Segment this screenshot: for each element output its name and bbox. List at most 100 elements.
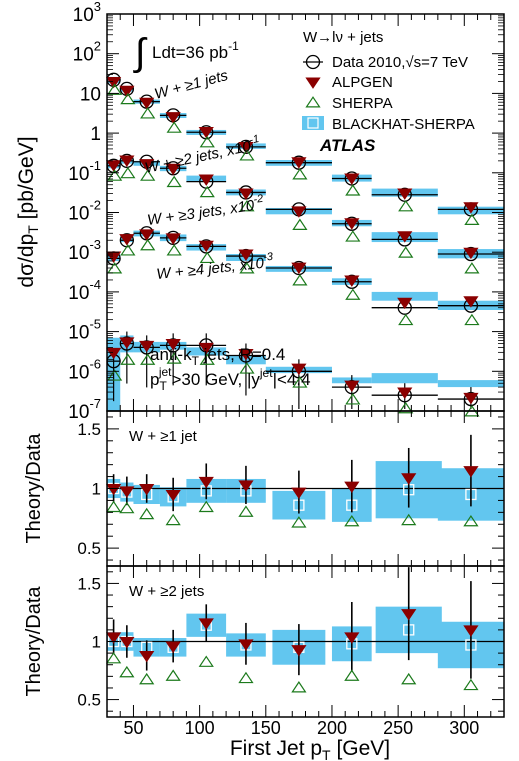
alpgen-marker [119,85,135,98]
alpgen-marker [463,392,479,405]
band-bar [371,291,438,301]
alpgen-marker [291,206,307,218]
sherpa-marker [165,513,181,526]
alpgen-marker [291,363,307,376]
y-axis-label-main: dσ/dpT [pb/GeV] [15,136,41,287]
y-tick-label: 1.5 [77,420,101,439]
y-tick-label: 103 [73,0,101,26]
sherpa-marker [119,665,135,678]
series-label-sup: -1 [248,133,260,147]
lumi-sup: -1 [228,39,239,53]
sherpa-marker [292,376,308,388]
alpgen-marker [139,484,155,496]
y-tick-base: 10 [73,45,94,66]
sherpa-marker [105,651,122,664]
alpgen-marker [238,349,254,361]
alpgen-marker [291,487,307,500]
alpgen-marker [139,650,155,663]
alpgen-marker [397,297,413,310]
alpgen-marker [344,632,360,644]
data-point [291,260,307,276]
sherpa-marker [140,353,156,365]
x-label-tail: [GeV] [331,737,391,760]
x-tick-label: 300 [449,718,479,738]
y-axis-r2: 0.5 1 1.5 Theory/Data W + ≥2 jets [23,571,504,712]
ji2-sup: jet [158,365,172,379]
alpgen-marker [397,188,413,200]
sherpa-marker [463,678,479,691]
ji2-b: >30 GeV, |y [172,370,261,389]
x-ticks-r1 [119,411,492,566]
sherpa-marker [291,681,307,693]
sherpa-marker [166,175,182,188]
legend-header: W→lν + jets [303,29,383,46]
alpgen-marker [198,342,214,355]
alpgen-marker [238,639,254,651]
y-tick-base: 10 [68,402,89,423]
sherpa-marker [401,513,417,526]
alpgen-marker [165,489,181,502]
alpgen-marker [344,173,360,185]
y-tick-exp: -6 [89,356,101,371]
alpgen-marker [397,387,413,399]
sherpa-marker [199,135,215,148]
alpgen-marker [463,466,479,478]
sherpa-marker [344,514,360,527]
sherpa-marker [292,274,308,286]
sherpa-marker [239,362,255,374]
alpgen-marker [165,233,181,245]
integral-symbol: ∫ [133,32,148,74]
ji-a: anti-k [150,345,192,364]
y-tick-label: 10 [80,84,101,105]
series-label: W + ≥2 jets, x10-1 [143,133,262,177]
series-label-text: W + ≥2 jets, x10 [143,138,253,177]
series-label: W + ≥1 jets [153,67,231,103]
legend-band-label: BLACKHAT-SHERPA [332,116,475,133]
sherpa-marker [398,246,414,258]
alpgen-marker [198,126,214,139]
series-label-sup: -2 [253,193,264,206]
alpgen-marker [401,609,417,621]
legend: W→lν + jets Data 2010,√s=7 TeV ALPGEN SHERP… [302,29,475,155]
alpgen-marker [463,625,479,637]
y-tick-base: 10 [68,362,89,383]
legend-alpgen-marker [305,77,321,89]
sherpa-marker [401,672,417,685]
sherpa-marker [140,238,156,251]
y-tick-label: 102 [73,39,101,66]
alpgen-marker [198,476,214,489]
sherpa-marker [140,107,156,119]
y-tick-exp: -7 [89,396,101,411]
y-tick-label: 10-2 [68,198,101,225]
sherpa-marker [238,505,254,517]
sherpa-marker [463,514,479,527]
alpgen-marker [105,632,122,644]
sherpa-marker [239,199,255,212]
legend-sherpa-marker [305,96,321,108]
jet-info-line1: anti-kT jets, R=0.4 [150,345,285,368]
alpgen-marker [119,234,135,246]
y-tick-exp: -5 [89,317,101,332]
sherpa-marker [199,185,215,198]
sherpa-marker [345,230,361,242]
series-label-text: W + ≥4 jets, x10 [156,255,266,283]
alpgen-marker [165,641,181,654]
alpgen-marker [291,262,307,275]
data-point [344,216,359,231]
alpgen-marker [238,141,254,154]
ji-sub: T [192,354,200,368]
sherpa-marker [291,516,307,528]
sherpa-marker [398,199,414,212]
sherpa-marker [292,168,308,180]
sherpa-marker [292,218,308,230]
sherpa-marker [198,500,214,513]
series-label-text: W + ≥1 jets [153,67,231,103]
alpgen-marker [344,275,360,287]
sherpa-marker [398,401,414,414]
sherpa-marker [345,184,361,196]
x-ticks-main [119,14,492,411]
alpgen-marker [198,240,214,253]
alpgen-marker [463,202,479,214]
alpgen-marker [105,347,122,360]
